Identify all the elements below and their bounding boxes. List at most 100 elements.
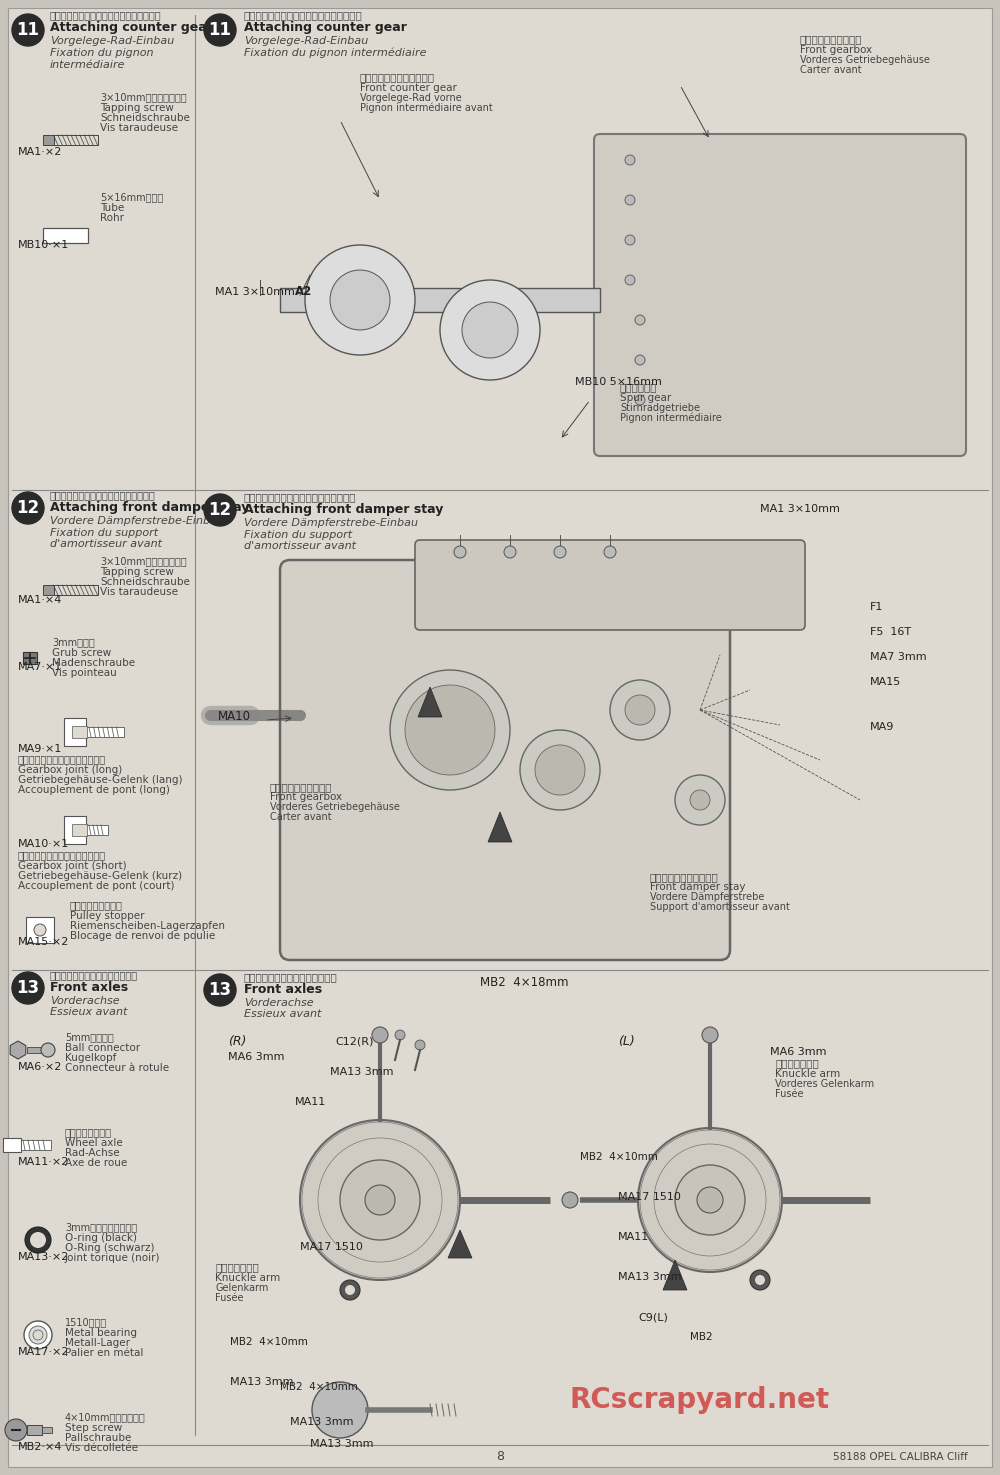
Text: Pallschraube: Pallschraube bbox=[65, 1434, 131, 1443]
Text: MB2  4×10mm: MB2 4×10mm bbox=[280, 1382, 358, 1392]
Circle shape bbox=[340, 1159, 420, 1240]
Text: d'amortisseur avant: d'amortisseur avant bbox=[50, 538, 162, 549]
Polygon shape bbox=[448, 1230, 472, 1258]
Text: Gearbox joint (long): Gearbox joint (long) bbox=[18, 766, 122, 774]
Text: MA13 3mm: MA13 3mm bbox=[290, 1417, 354, 1426]
Text: Vorderes Gelenkarm: Vorderes Gelenkarm bbox=[775, 1080, 874, 1089]
Text: Front damper stay: Front damper stay bbox=[650, 882, 746, 892]
Circle shape bbox=[345, 1285, 355, 1295]
Text: Vorderes Getriebegehäuse: Vorderes Getriebegehäuse bbox=[800, 55, 930, 65]
Circle shape bbox=[638, 1128, 782, 1271]
Bar bbox=[27, 1425, 42, 1435]
Text: Vorderachse: Vorderachse bbox=[244, 999, 314, 1007]
Circle shape bbox=[204, 494, 236, 527]
Text: Fixation du pignon: Fixation du pignon bbox=[50, 49, 154, 58]
Text: Attaching counter gear: Attaching counter gear bbox=[50, 21, 213, 34]
Text: Front counter gear: Front counter gear bbox=[360, 83, 457, 93]
Circle shape bbox=[697, 1187, 723, 1212]
Text: 5×16mmパイプ: 5×16mmパイプ bbox=[100, 192, 163, 202]
Text: 11: 11 bbox=[16, 21, 40, 38]
Bar bbox=[21, 1140, 51, 1150]
Text: Ball connector: Ball connector bbox=[65, 1043, 140, 1053]
Bar bbox=[64, 718, 86, 746]
Text: MA10·×1: MA10·×1 bbox=[18, 839, 69, 850]
Text: （フロントダンパーステーの取り付け）: （フロントダンパーステーの取り付け） bbox=[50, 490, 156, 500]
Text: MA6 3mm: MA6 3mm bbox=[228, 1052, 285, 1062]
Bar bbox=[54, 586, 98, 594]
Text: フロントギヤーケース: フロントギヤーケース bbox=[800, 34, 862, 44]
Circle shape bbox=[33, 1330, 43, 1339]
Bar bbox=[86, 727, 124, 738]
Text: Palier en métal: Palier en métal bbox=[65, 1348, 143, 1358]
Circle shape bbox=[625, 155, 635, 165]
Circle shape bbox=[30, 1232, 46, 1248]
Circle shape bbox=[625, 274, 635, 285]
Polygon shape bbox=[418, 687, 442, 717]
Text: O-Ring (schwarz): O-Ring (schwarz) bbox=[65, 1243, 154, 1252]
Polygon shape bbox=[663, 1260, 687, 1291]
Circle shape bbox=[12, 13, 44, 46]
Circle shape bbox=[34, 923, 46, 937]
Text: Stirnradgetriebe: Stirnradgetriebe bbox=[620, 403, 700, 413]
Text: MA13 3mm: MA13 3mm bbox=[330, 1066, 394, 1077]
Text: MA1·×2: MA1·×2 bbox=[18, 148, 62, 156]
Text: (L): (L) bbox=[618, 1035, 635, 1049]
Text: ナックルアーム: ナックルアーム bbox=[215, 1263, 259, 1271]
Text: MA15: MA15 bbox=[870, 677, 901, 687]
Bar bbox=[64, 816, 86, 844]
Text: Getriebegehäuse-Gelenk (kurz): Getriebegehäuse-Gelenk (kurz) bbox=[18, 872, 182, 881]
Text: 4×10mmステップビス: 4×10mmステップビス bbox=[65, 1412, 146, 1422]
Text: MA9·×1: MA9·×1 bbox=[18, 743, 62, 754]
Text: MA1 3×10mm: MA1 3×10mm bbox=[215, 288, 295, 296]
Text: Gelenkarm: Gelenkarm bbox=[215, 1283, 268, 1294]
Text: Metall-Lager: Metall-Lager bbox=[65, 1338, 130, 1348]
Text: MA17·×2: MA17·×2 bbox=[18, 1347, 70, 1357]
Text: Axe de roue: Axe de roue bbox=[65, 1158, 127, 1168]
Text: MB10 5×16mm: MB10 5×16mm bbox=[575, 378, 662, 386]
Text: Vordere Dämpferstrebe-Einbau: Vordere Dämpferstrebe-Einbau bbox=[244, 518, 418, 528]
Circle shape bbox=[440, 280, 540, 381]
FancyBboxPatch shape bbox=[280, 560, 730, 960]
Text: ギヤーボックスジョイント（短）: ギヤーボックスジョイント（短） bbox=[18, 850, 106, 860]
Text: Rohr: Rohr bbox=[100, 212, 124, 223]
Text: MA10: MA10 bbox=[218, 709, 251, 723]
Text: Essieux avant: Essieux avant bbox=[244, 1009, 321, 1019]
Text: MA13 3mm: MA13 3mm bbox=[310, 1440, 374, 1448]
Text: 3×10mmタッピングビス: 3×10mmタッピングビス bbox=[100, 91, 187, 102]
Text: MA7 3mm: MA7 3mm bbox=[870, 652, 927, 662]
Text: MB2  4×10mm: MB2 4×10mm bbox=[580, 1152, 658, 1162]
Circle shape bbox=[390, 670, 510, 791]
Text: MA9: MA9 bbox=[870, 721, 894, 732]
Circle shape bbox=[504, 546, 516, 558]
Text: Metal bearing: Metal bearing bbox=[65, 1328, 137, 1338]
Circle shape bbox=[204, 974, 236, 1006]
Bar bbox=[72, 825, 87, 836]
Text: Tube: Tube bbox=[100, 204, 124, 212]
Text: スパーギヤー: スパーギヤー bbox=[620, 382, 658, 392]
Circle shape bbox=[675, 1165, 745, 1235]
Text: Knuckle arm: Knuckle arm bbox=[775, 1069, 840, 1080]
Text: Madenschraube: Madenschraube bbox=[52, 658, 135, 668]
Text: Fixation du support: Fixation du support bbox=[244, 530, 352, 540]
Text: Connecteur à rotule: Connecteur à rotule bbox=[65, 1063, 169, 1072]
Circle shape bbox=[312, 1382, 368, 1438]
Circle shape bbox=[562, 1192, 578, 1208]
Circle shape bbox=[625, 235, 635, 245]
Text: Gearbox joint (short): Gearbox joint (short) bbox=[18, 861, 127, 872]
Text: MB2  4×10mm: MB2 4×10mm bbox=[230, 1336, 308, 1347]
Text: MB10·×1: MB10·×1 bbox=[18, 240, 69, 249]
Bar bbox=[72, 726, 87, 738]
Text: Step screw: Step screw bbox=[65, 1423, 122, 1434]
Text: MA11·×2: MA11·×2 bbox=[18, 1156, 69, 1167]
Text: intermédiaire: intermédiaire bbox=[50, 60, 126, 69]
Text: Carter avant: Carter avant bbox=[270, 813, 332, 822]
Text: Vorgelege-Rad vorne: Vorgelege-Rad vorne bbox=[360, 93, 462, 103]
Text: MB2: MB2 bbox=[690, 1332, 713, 1342]
Text: MA6 3mm: MA6 3mm bbox=[770, 1047, 826, 1058]
Circle shape bbox=[395, 1030, 405, 1040]
Circle shape bbox=[415, 1040, 425, 1050]
Text: MA11: MA11 bbox=[295, 1097, 326, 1108]
Bar bbox=[86, 825, 108, 835]
Bar bbox=[42, 227, 88, 242]
Text: 3mmオーリング（黒）: 3mmオーリング（黒） bbox=[65, 1221, 137, 1232]
